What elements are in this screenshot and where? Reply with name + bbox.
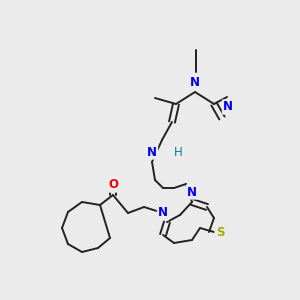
Text: H: H <box>174 146 182 158</box>
Text: N: N <box>187 185 197 199</box>
Text: N: N <box>147 146 157 158</box>
Text: N: N <box>158 206 168 220</box>
Text: N: N <box>190 76 200 88</box>
Text: S: S <box>216 226 224 238</box>
Text: N: N <box>223 100 233 113</box>
Text: O: O <box>108 178 118 191</box>
